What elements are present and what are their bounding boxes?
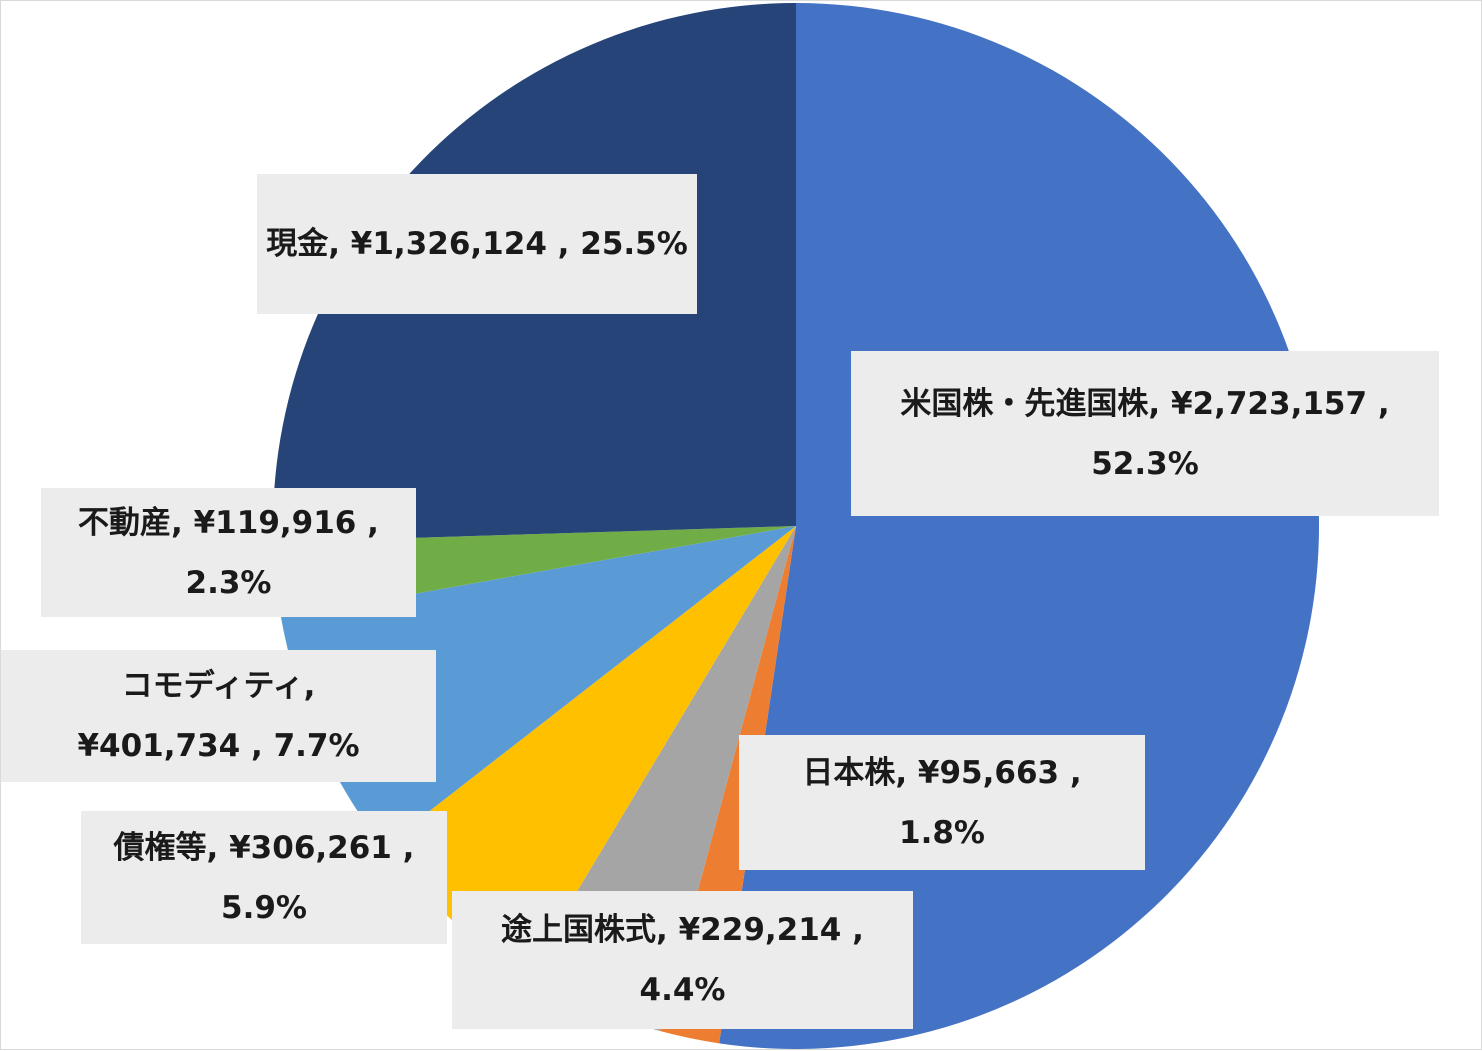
- label-line: 4.4%: [639, 972, 726, 1008]
- label-line: ¥401,734 , 7.7%: [77, 728, 360, 764]
- label-line: 1.8%: [899, 814, 985, 851]
- data-label-real-estate: 不動産, ¥119,916 , 2.3%: [41, 488, 416, 617]
- label-line: 2.3%: [185, 564, 272, 601]
- label-line: 米国株・先進国株, ¥2,723,157 ,: [900, 385, 1390, 422]
- label-line: 途上国株式, ¥229,214 ,: [501, 912, 864, 948]
- label-line: 52.3%: [1091, 445, 1199, 482]
- label-line: 日本株, ¥95,663 ,: [802, 754, 1082, 791]
- data-label-bonds: 債権等, ¥306,261 , 5.9%: [81, 811, 447, 944]
- data-label-commodities: コモディティ, ¥401,734 , 7.7%: [1, 650, 436, 782]
- slice-bonds: [383, 526, 796, 975]
- data-label-cash: 現金, ¥1,326,124 , 25.5%: [257, 174, 697, 314]
- label-line: 債権等, ¥306,261 ,: [113, 829, 415, 866]
- label-line: コモディティ,: [121, 668, 316, 704]
- data-label-emerging-stocks: 途上国株式, ¥229,214 , 4.4%: [452, 891, 913, 1029]
- data-label-japan-stocks: 日本株, ¥95,663 , 1.8%: [739, 735, 1145, 870]
- label-line: 不動産, ¥119,916 ,: [78, 504, 379, 541]
- label-line: 5.9%: [221, 889, 307, 926]
- label-line: 現金, ¥1,326,124 , 25.5%: [266, 226, 688, 262]
- data-label-us-developed-stocks: 米国株・先進国株, ¥2,723,157 , 52.3%: [851, 351, 1439, 516]
